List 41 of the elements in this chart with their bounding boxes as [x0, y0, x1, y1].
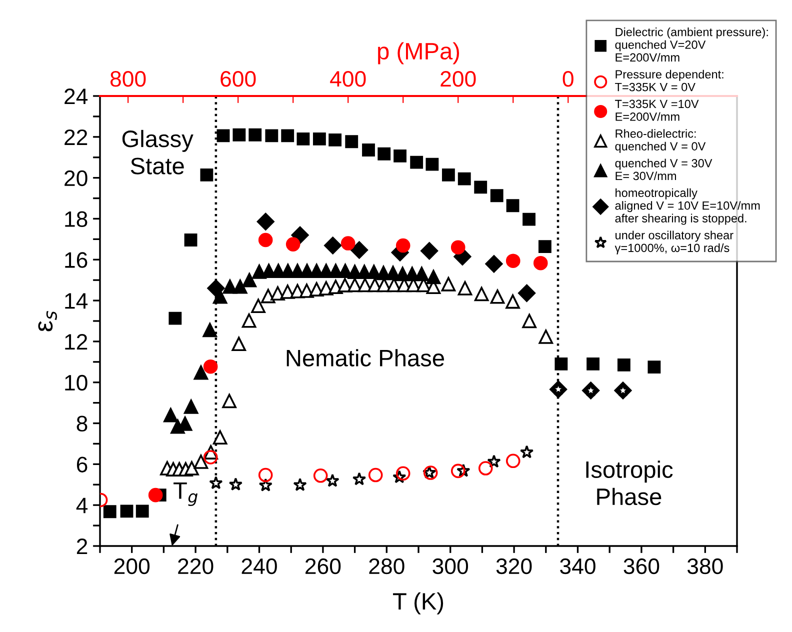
y-tick-label: 24 — [64, 88, 88, 104]
legend-label: quenched V = 30V E= 30V/mm — [615, 158, 712, 180]
x-tick-label: 380 — [687, 558, 723, 574]
annotation: T$_{g}$ — [174, 482, 198, 506]
y-tick-label: 20 — [64, 170, 88, 186]
y-axis-title: ε$_{s}$ — [38, 310, 57, 332]
x2-tick-label: 600 — [220, 71, 256, 87]
x-tick-label: 280 — [369, 558, 404, 574]
annotation: Isotropic Phase — [586, 460, 673, 506]
legend-label: homeotropically aligned V = 10V E=10V/mm after shearing is stopped. — [615, 188, 760, 225]
x-tick-label: 300 — [432, 558, 468, 574]
x-tick-label: 220 — [178, 558, 214, 574]
y-tick-label: 2 — [76, 538, 88, 554]
x-tick-label: 360 — [624, 558, 660, 574]
legend-label: under oscillatory shear γ=1000%, ω=10 rad/s — [614, 230, 734, 254]
legend-label: Dielectric (ambient pressure): quenched V=20V E=200V/mm — [615, 28, 768, 62]
y-tick-label: 18 — [65, 211, 88, 227]
x2-axis-title: p (MPa) — [378, 42, 460, 64]
x2-tick-label: 0 — [562, 71, 574, 87]
x-tick-label: 340 — [560, 558, 596, 574]
y-tick-label: 14 — [65, 293, 88, 309]
y-tick-label: 12 — [65, 334, 88, 350]
x2-tick-label: 400 — [330, 71, 366, 87]
x-tick-label: 240 — [242, 558, 277, 574]
y-tick-label: 6 — [76, 456, 88, 472]
annotation: Glassy State — [122, 130, 194, 174]
legend-label: Pressure dependent: T=335K V = 0V — [615, 70, 724, 92]
y-tick-label: 22 — [64, 129, 88, 145]
x-tick-label: 260 — [306, 558, 341, 574]
y-tick-label: 16 — [65, 252, 88, 268]
y-tick-label: 10 — [65, 374, 88, 391]
x-tick-label: 200 — [114, 558, 150, 574]
x2-tick-label: 200 — [440, 71, 476, 87]
annotation: Nematic Phase — [286, 349, 444, 366]
y-tick-label: 4 — [76, 498, 88, 514]
x-tick-label: 320 — [496, 558, 532, 574]
y-tick-label: 8 — [76, 416, 88, 432]
legend-label: Rheo-dielectric: quenched V = 0V — [615, 129, 706, 153]
legend-label: T=335K V =10V E=200V/mm — [615, 100, 699, 121]
x2-tick-label: 800 — [110, 71, 146, 87]
x-axis-title: T (K) — [393, 592, 444, 614]
